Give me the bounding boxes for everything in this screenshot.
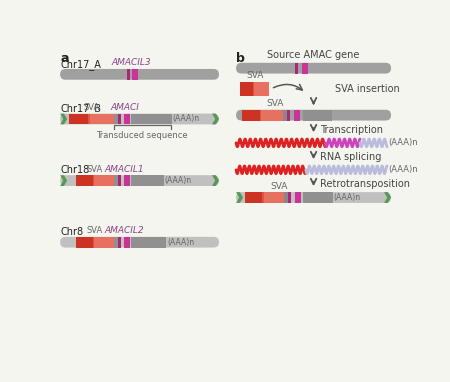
Bar bbox=[288, 192, 291, 203]
Text: (AAA)n: (AAA)n bbox=[389, 165, 419, 174]
Polygon shape bbox=[60, 113, 67, 125]
Bar bbox=[242, 110, 261, 121]
Bar bbox=[93, 175, 114, 186]
Bar bbox=[113, 113, 118, 125]
Bar bbox=[76, 175, 93, 186]
Text: a: a bbox=[60, 52, 68, 65]
Text: Chr17_B: Chr17_B bbox=[60, 104, 101, 115]
Text: Chr8: Chr8 bbox=[60, 227, 83, 237]
Bar bbox=[295, 192, 301, 203]
Bar bbox=[263, 192, 284, 203]
Text: SVA insertion: SVA insertion bbox=[335, 84, 400, 94]
Polygon shape bbox=[60, 175, 67, 186]
Text: AMACI: AMACI bbox=[110, 103, 139, 112]
Bar bbox=[283, 110, 287, 121]
Bar bbox=[131, 237, 166, 248]
Text: Transcription: Transcription bbox=[320, 125, 383, 135]
Bar bbox=[127, 69, 130, 80]
FancyBboxPatch shape bbox=[60, 237, 219, 248]
Bar bbox=[303, 110, 332, 121]
Text: Retrotransposition: Retrotransposition bbox=[320, 179, 410, 189]
Polygon shape bbox=[236, 192, 243, 203]
Bar bbox=[89, 113, 113, 125]
Text: AMACIL2: AMACIL2 bbox=[105, 226, 144, 235]
Bar bbox=[261, 110, 283, 121]
Bar bbox=[118, 237, 122, 248]
Bar bbox=[93, 175, 94, 186]
Bar bbox=[124, 175, 130, 186]
Bar bbox=[89, 113, 90, 125]
Bar bbox=[262, 192, 264, 203]
Bar bbox=[253, 82, 270, 96]
FancyBboxPatch shape bbox=[60, 69, 219, 80]
Text: SVA: SVA bbox=[87, 165, 103, 174]
Text: RNA splicing: RNA splicing bbox=[320, 152, 381, 162]
Bar bbox=[118, 175, 122, 186]
Text: Transduced sequence: Transduced sequence bbox=[96, 131, 188, 140]
Bar bbox=[124, 113, 130, 125]
Text: (AAA)n: (AAA)n bbox=[389, 138, 419, 147]
Bar bbox=[302, 63, 308, 74]
Bar bbox=[131, 113, 172, 125]
Bar bbox=[295, 63, 298, 74]
Text: (AAA)n: (AAA)n bbox=[172, 115, 200, 123]
Text: AMACIL1: AMACIL1 bbox=[105, 165, 144, 174]
Bar bbox=[294, 110, 301, 121]
Text: (AAA)n: (AAA)n bbox=[165, 176, 192, 185]
Polygon shape bbox=[384, 192, 391, 203]
Text: Source AMAC gene: Source AMAC gene bbox=[267, 50, 360, 60]
Bar bbox=[284, 192, 288, 203]
Text: Chr17_A: Chr17_A bbox=[60, 59, 101, 70]
Bar bbox=[114, 175, 118, 186]
Bar bbox=[287, 110, 290, 121]
Bar bbox=[303, 192, 333, 203]
Bar bbox=[131, 175, 164, 186]
Bar bbox=[118, 113, 122, 125]
FancyBboxPatch shape bbox=[60, 175, 219, 186]
Text: (AAA)n: (AAA)n bbox=[334, 193, 361, 202]
Bar bbox=[76, 237, 93, 248]
FancyBboxPatch shape bbox=[60, 113, 219, 125]
Bar bbox=[114, 237, 118, 248]
Bar bbox=[69, 113, 89, 125]
Text: Chr18: Chr18 bbox=[60, 165, 90, 175]
Text: SVA: SVA bbox=[266, 99, 284, 108]
Bar bbox=[93, 237, 114, 248]
Text: SVA: SVA bbox=[83, 103, 99, 112]
Bar bbox=[124, 237, 130, 248]
FancyBboxPatch shape bbox=[236, 192, 391, 203]
Text: SVA: SVA bbox=[246, 71, 263, 81]
Bar bbox=[245, 192, 263, 203]
Text: b: b bbox=[236, 52, 245, 65]
FancyBboxPatch shape bbox=[236, 63, 391, 74]
Text: SVA: SVA bbox=[87, 226, 103, 235]
Bar bbox=[253, 82, 254, 96]
Text: SVA: SVA bbox=[270, 181, 288, 191]
FancyBboxPatch shape bbox=[236, 110, 391, 121]
Bar bbox=[132, 69, 139, 80]
Polygon shape bbox=[212, 113, 219, 125]
Bar bbox=[260, 110, 261, 121]
Polygon shape bbox=[212, 175, 219, 186]
Bar bbox=[93, 237, 94, 248]
Bar bbox=[240, 82, 253, 96]
Text: (AAA)n: (AAA)n bbox=[167, 238, 194, 247]
Text: AMACIL3: AMACIL3 bbox=[112, 58, 151, 67]
